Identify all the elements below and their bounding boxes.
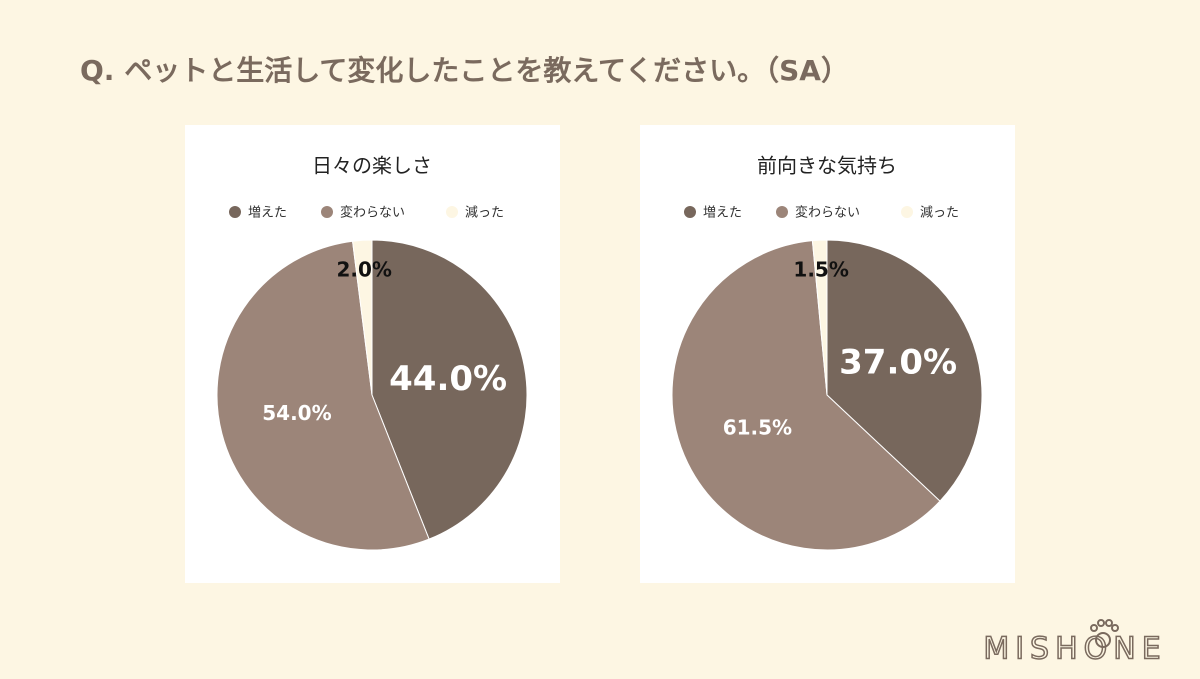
legend-label: 増えた xyxy=(703,206,742,221)
legend-swatch xyxy=(776,206,788,218)
legend-label: 増えた xyxy=(248,206,287,221)
chart-title: 前向きな気持ち xyxy=(757,154,897,178)
data-label: 1.5% xyxy=(793,258,848,282)
data-label: 2.0% xyxy=(336,258,391,282)
legend-label: 減った xyxy=(920,205,959,221)
pie-slice xyxy=(216,240,430,551)
legend-swatch xyxy=(684,206,696,218)
legend-swatch xyxy=(321,206,333,218)
slide-title: Q. ペットと生活して変化したことを教えてください。（SA） xyxy=(80,54,849,87)
pie-slice xyxy=(811,239,828,396)
pie-slice xyxy=(371,239,528,540)
pie-slice xyxy=(671,240,941,551)
paw-icon xyxy=(1090,619,1119,648)
chart-title: 日々の楽しさ xyxy=(312,154,432,178)
legend-swatch xyxy=(229,206,241,218)
legend-swatch xyxy=(901,206,913,218)
logo-text: MISHONE xyxy=(983,632,1166,667)
data-label: 44.0% xyxy=(389,359,507,399)
legend-label: 変わらない xyxy=(340,205,405,221)
legend-label: 減った xyxy=(465,205,504,221)
data-label: 54.0% xyxy=(262,401,331,425)
pie-slice xyxy=(826,239,983,502)
legend-label: 変わらない xyxy=(795,205,860,221)
legend-swatch xyxy=(446,206,458,218)
logo: MISHONE xyxy=(983,619,1166,667)
data-label: 37.0% xyxy=(839,343,957,383)
data-label: 61.5% xyxy=(723,416,792,440)
pie-slice xyxy=(352,239,373,396)
